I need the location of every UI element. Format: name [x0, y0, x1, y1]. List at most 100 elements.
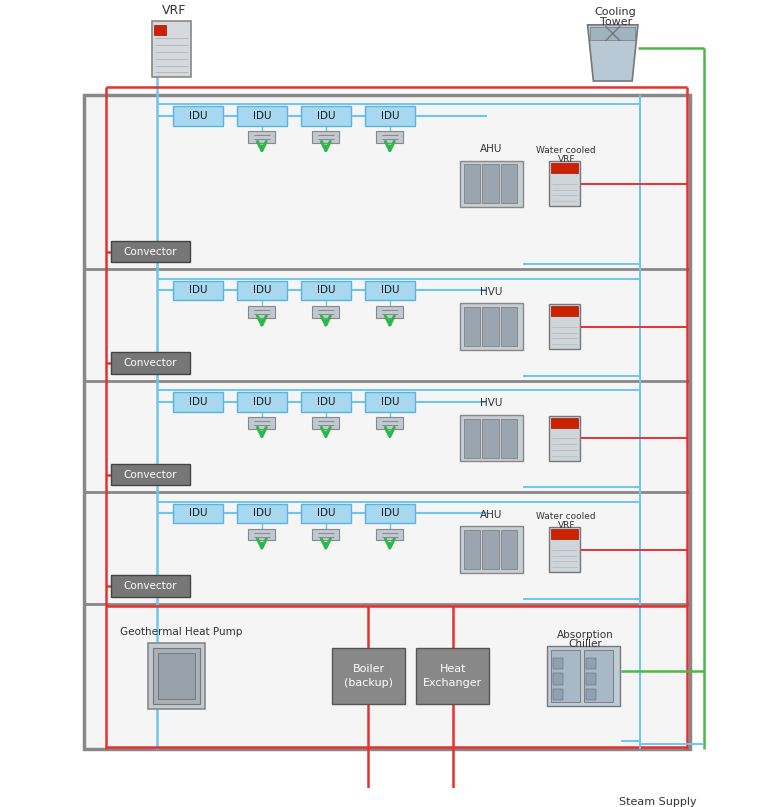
Bar — [248, 132, 276, 143]
Bar — [482, 165, 499, 203]
Text: (backup): (backup) — [344, 678, 393, 688]
Bar — [549, 528, 580, 572]
Text: AHU: AHU — [481, 510, 503, 520]
Bar — [460, 526, 523, 573]
Bar — [152, 21, 191, 77]
Bar — [365, 281, 415, 300]
Bar — [464, 307, 481, 346]
Bar — [248, 417, 276, 429]
Text: HVU: HVU — [481, 286, 503, 297]
Bar — [549, 161, 580, 206]
Text: AHU: AHU — [481, 144, 503, 154]
Text: IDU: IDU — [381, 397, 399, 407]
Bar — [313, 529, 339, 541]
Bar — [111, 464, 190, 485]
Text: IDU: IDU — [253, 508, 271, 518]
Bar — [548, 646, 620, 706]
Bar — [237, 392, 287, 412]
Bar — [549, 416, 580, 461]
Text: Convector: Convector — [124, 470, 177, 479]
Text: IDU: IDU — [189, 397, 207, 407]
Text: HVU: HVU — [481, 399, 503, 408]
Bar — [416, 648, 489, 705]
Bar — [586, 673, 596, 685]
Bar — [313, 306, 339, 317]
Bar — [313, 132, 339, 143]
Text: Convector: Convector — [124, 581, 177, 591]
Text: Exchanger: Exchanger — [423, 678, 482, 688]
Bar — [84, 94, 690, 749]
Bar — [300, 504, 351, 523]
Bar — [591, 27, 635, 40]
Bar — [154, 648, 200, 705]
Bar — [300, 281, 351, 300]
Bar — [501, 165, 518, 203]
Bar — [111, 241, 190, 262]
Text: IDU: IDU — [253, 286, 271, 295]
Text: Water cooled: Water cooled — [536, 512, 596, 521]
Text: IDU: IDU — [253, 111, 271, 121]
Text: IDU: IDU — [316, 286, 335, 295]
Bar — [237, 107, 287, 126]
Text: Chiller: Chiller — [569, 639, 602, 649]
Text: IDU: IDU — [189, 286, 207, 295]
Text: Tower: Tower — [600, 17, 632, 27]
Bar — [376, 529, 403, 541]
Text: VRF: VRF — [558, 521, 575, 530]
Polygon shape — [588, 25, 638, 81]
Bar — [460, 303, 523, 350]
Bar — [551, 529, 578, 539]
Text: Convector: Convector — [124, 247, 177, 257]
Bar — [464, 530, 481, 569]
Bar — [248, 529, 276, 541]
Bar — [173, 281, 223, 300]
Bar — [237, 504, 287, 523]
Text: VRF: VRF — [161, 4, 186, 17]
Bar — [464, 165, 481, 203]
Bar — [173, 392, 223, 412]
Bar — [173, 107, 223, 126]
Bar — [332, 648, 405, 705]
Bar — [551, 418, 578, 428]
Bar — [482, 530, 499, 569]
Bar — [376, 306, 403, 317]
Bar — [586, 658, 596, 670]
Bar — [464, 419, 481, 458]
Bar — [553, 658, 563, 670]
Bar — [300, 392, 351, 412]
Text: IDU: IDU — [381, 508, 399, 518]
Text: IDU: IDU — [381, 286, 399, 295]
Text: IDU: IDU — [316, 508, 335, 518]
Bar — [460, 415, 523, 462]
Bar — [584, 650, 613, 702]
Text: Steam Supply: Steam Supply — [620, 797, 697, 807]
Bar — [313, 417, 339, 429]
Text: IDU: IDU — [316, 397, 335, 407]
Bar — [553, 673, 563, 685]
Text: IDU: IDU — [253, 397, 271, 407]
Bar — [376, 417, 403, 429]
Text: Boiler: Boiler — [353, 664, 385, 675]
Text: IDU: IDU — [316, 111, 335, 121]
Text: VRF: VRF — [558, 155, 575, 164]
Bar — [248, 306, 276, 317]
Bar — [551, 650, 581, 702]
Bar — [551, 164, 578, 174]
Bar — [549, 304, 580, 349]
Bar — [482, 307, 499, 346]
Text: Geothermal Heat Pump: Geothermal Heat Pump — [121, 626, 243, 637]
Text: Heat: Heat — [439, 664, 466, 675]
Text: Convector: Convector — [124, 358, 177, 368]
Bar — [376, 132, 403, 143]
Bar — [365, 107, 415, 126]
Bar — [154, 25, 166, 35]
Bar — [365, 392, 415, 412]
Bar — [148, 643, 205, 709]
Bar — [158, 653, 195, 700]
Bar — [365, 504, 415, 523]
Bar — [482, 419, 499, 458]
Bar — [586, 689, 596, 700]
Bar — [460, 161, 523, 207]
Bar — [237, 281, 287, 300]
Text: IDU: IDU — [189, 508, 207, 518]
